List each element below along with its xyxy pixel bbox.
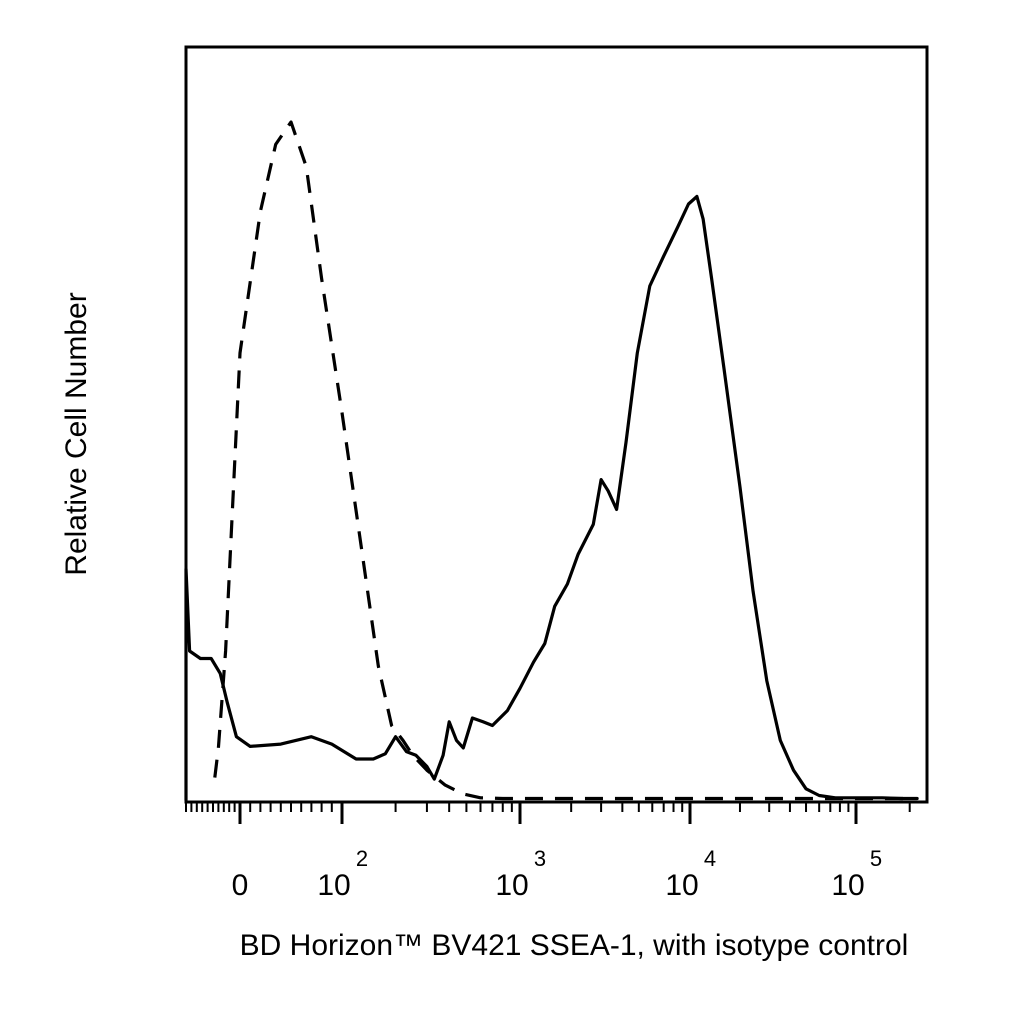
x-axis-ticks [185,802,911,824]
tick-label-exponent: 3 [534,846,546,871]
tick-label-exponent: 4 [704,846,716,871]
x-tick-label: 103 [495,846,546,902]
tick-label-base: 0 [232,869,249,902]
x-tick-label: 102 [317,846,368,902]
tick-label-exponent: 2 [356,846,368,871]
series-layer [184,120,919,802]
x-tick-label: 105 [831,846,882,902]
x-tick-label: 0 [232,869,249,902]
ssea1-series-line [184,194,919,802]
tick-label-base: 10 [665,869,698,902]
isotype-control-series-line [213,120,910,801]
tick-label-base: 10 [831,869,864,902]
plot-frame [184,45,929,804]
tick-label-base: 10 [317,869,350,902]
x-tick-label: 104 [665,846,716,902]
y-axis-label: Relative Cell Number [60,292,93,575]
x-axis-label: BD Horizon™ BV421 SSEA-1, with isotype c… [240,929,909,962]
tick-label-exponent: 5 [870,846,882,871]
tick-label-base: 10 [495,869,528,902]
